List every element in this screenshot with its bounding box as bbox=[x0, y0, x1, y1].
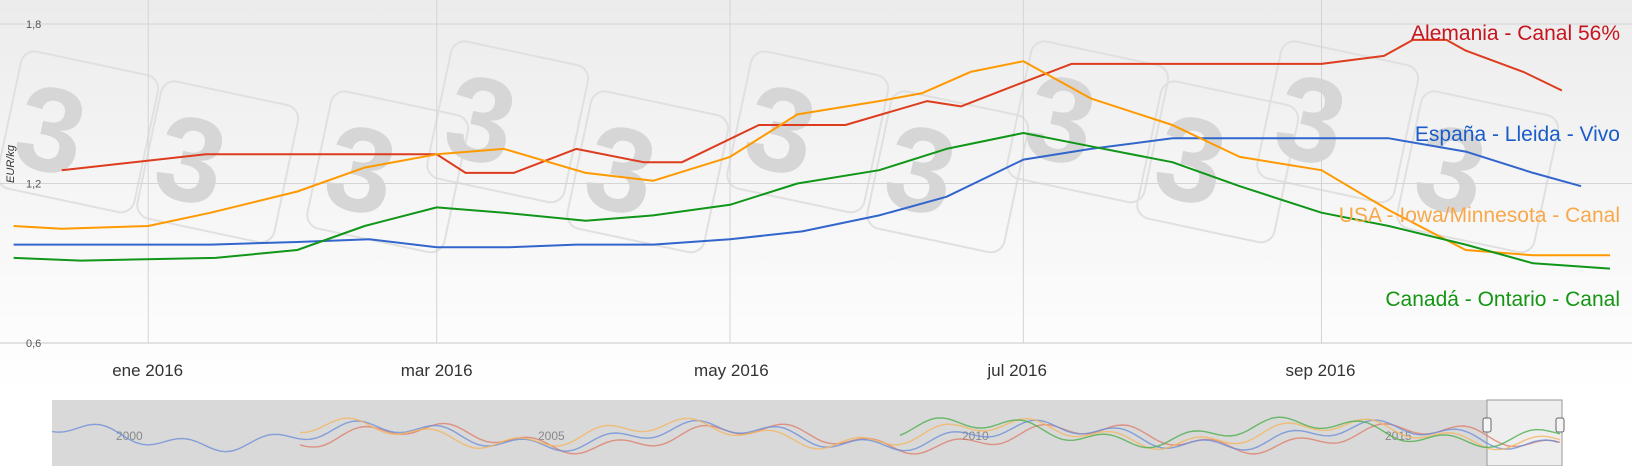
y-tick-label: 1,2 bbox=[26, 179, 41, 191]
watermark-frame bbox=[1396, 90, 1560, 254]
series-labels: Alemania - Canal 56% España - Lleida - Vi… bbox=[1339, 22, 1620, 311]
y-tick-label: 1,8 bbox=[26, 19, 41, 31]
series-label: España - Lleida - Vivo bbox=[1415, 123, 1620, 146]
x-tick-label: jul 2016 bbox=[986, 361, 1047, 380]
plot-area bbox=[0, 0, 1632, 392]
watermark-frame bbox=[1006, 40, 1170, 204]
series-line bbox=[61, 38, 1563, 174]
plot-background bbox=[0, 0, 1632, 392]
series-line bbox=[13, 137, 1582, 249]
grid bbox=[0, 0, 1632, 344]
series-line bbox=[13, 60, 1610, 257]
watermark-frame bbox=[1136, 80, 1300, 244]
navigator-selection[interactable] bbox=[1486, 399, 1563, 466]
y-tick-label: 0,6 bbox=[26, 338, 41, 350]
watermark-frame bbox=[566, 90, 730, 254]
watermark-frame bbox=[426, 40, 590, 204]
navigator-year-label: 2000 bbox=[116, 429, 143, 443]
watermark-frame bbox=[136, 80, 300, 244]
series-label: USA - Iowa/Minnesota - Canal bbox=[1339, 204, 1620, 227]
navigator-series-line bbox=[51, 419, 1559, 453]
x-tick-label: sep 2016 bbox=[1285, 361, 1355, 380]
y-axis-label: EUR/kg bbox=[5, 144, 17, 183]
navigator-series-line bbox=[899, 416, 1561, 449]
x-tick-label: mar 2016 bbox=[401, 361, 473, 380]
watermark-frame bbox=[866, 90, 1030, 254]
navigator-series-line bbox=[299, 422, 1561, 455]
navigator-year-label: 2005 bbox=[538, 429, 565, 443]
watermark-frame bbox=[726, 50, 890, 214]
series-line bbox=[13, 132, 1611, 270]
navigator-handle[interactable] bbox=[1482, 417, 1492, 433]
navigator-series-line bbox=[299, 417, 1561, 451]
x-tick-label: may 2016 bbox=[694, 361, 769, 380]
series-lines bbox=[13, 38, 1611, 270]
navigator-handle[interactable] bbox=[1555, 417, 1565, 433]
axes: 1,8 1,2 0,6 EUR/kg ene 2016 mar 2016 may 2016 j… bbox=[5, 19, 1355, 380]
series-label: Alemania - Canal 56% bbox=[1411, 22, 1620, 45]
navigator-year-label: 2015 bbox=[1385, 429, 1412, 443]
range-navigator[interactable]: 2000 2005 2010 2015 bbox=[51, 399, 1565, 466]
watermark-frame bbox=[1256, 40, 1420, 204]
series-label: Canadá - Ontario - Canal bbox=[1385, 288, 1620, 311]
watermark-frame bbox=[0, 50, 160, 214]
x-tick-label: ene 2016 bbox=[112, 361, 183, 380]
